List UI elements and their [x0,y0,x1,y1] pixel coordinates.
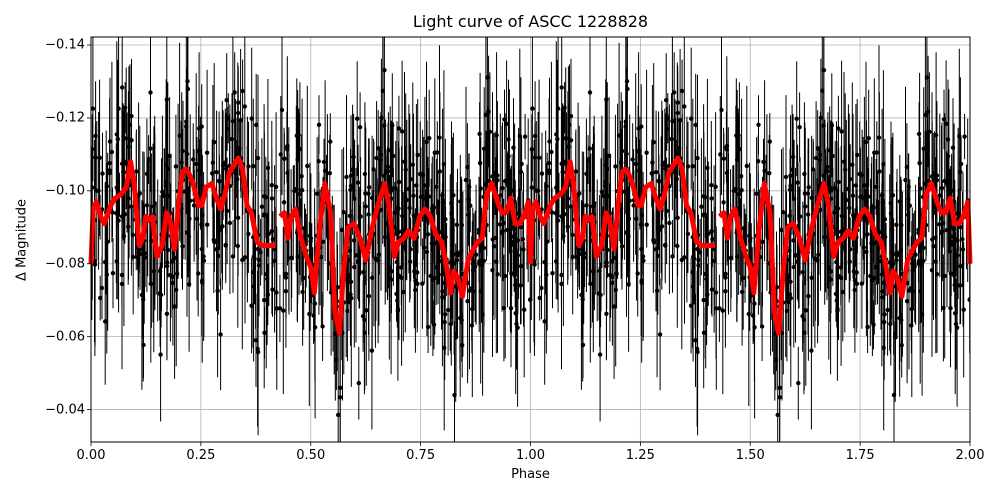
x-tick-label: 0.00 [76,448,106,463]
x-tick-label: 0.75 [406,448,436,463]
x-tick-label: 1.00 [516,448,545,463]
y-tick-label: −0.04 [45,402,85,418]
y-tick-label: −0.06 [45,329,85,345]
model-curve [88,155,973,336]
y-tick-label: −0.08 [45,256,85,272]
x-tick-label: 2.00 [955,448,985,463]
x-tick-label: 0.50 [296,448,326,463]
x-tick-label: 0.25 [186,448,216,463]
x-tick-label: 1.50 [735,448,765,463]
y-tick-label: −0.12 [45,110,85,126]
chart-title: Light curve of ASCC 1228828 [412,12,649,31]
axes-frame [90,36,971,443]
y-tick-label: −0.14 [45,37,85,53]
axis-ticks [87,44,971,446]
x-tick-label: 1.75 [845,448,875,463]
x-axis-label: Phase [511,467,550,482]
y-tick-label: −0.10 [45,183,85,199]
x-tick-label: 1.25 [625,448,655,463]
